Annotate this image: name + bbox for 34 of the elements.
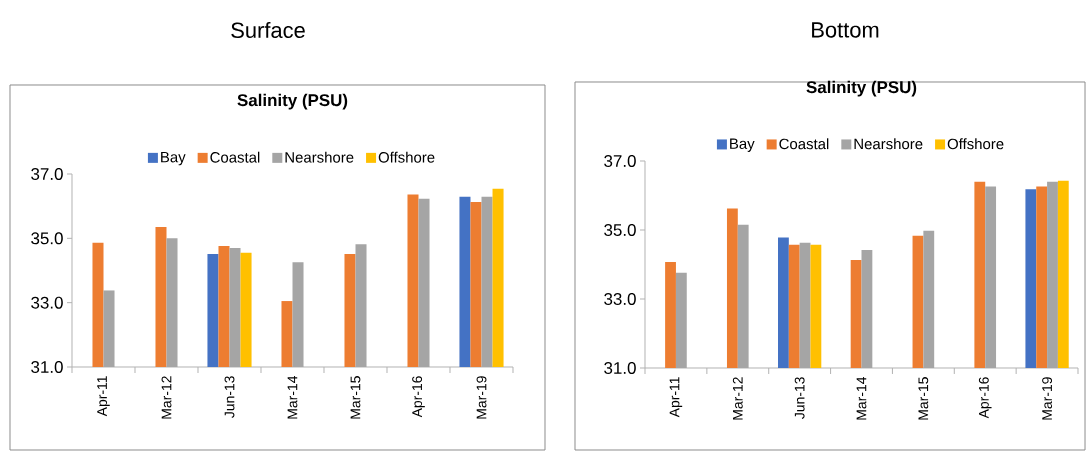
- chart-title: Bottom: [812, 22, 879, 38]
- y-tick-label: 35.0: [31, 232, 63, 245]
- x-tick-label: Jun-13: [794, 377, 805, 419]
- x-tick-label: Mar-12: [732, 377, 743, 420]
- x-tick-label: Mar-19: [1042, 377, 1053, 420]
- x-tick-label: Apr-11: [669, 377, 683, 418]
- chart-subtitle: Salinity (PSU): [237, 93, 348, 110]
- x-tick-label: Mar-14: [287, 375, 298, 419]
- x-tick-label: Jun-13: [224, 376, 235, 418]
- x-tick-label: Mar-19: [476, 376, 487, 419]
- chart-title: Surface: [231, 21, 305, 39]
- chart-subtitle: Salinity (PSU): [806, 80, 917, 97]
- y-tick-label: 31.0: [604, 362, 636, 374]
- legend-label: Nearshore: [854, 138, 923, 150]
- x-tick-label: Mar-15: [918, 377, 929, 420]
- legend-label: Nearshore: [285, 151, 354, 163]
- legend-label: Offshore: [378, 151, 435, 163]
- y-tick-label: 37.0: [604, 155, 636, 167]
- legend-label: Coastal: [210, 151, 260, 163]
- legend-label: Coastal: [779, 138, 829, 150]
- x-tick-label: Apr-16: [412, 376, 425, 418]
- y-tick-label: 33.0: [604, 293, 636, 305]
- x-tick-label: Mar-14: [856, 376, 867, 420]
- y-tick-label: 37.0: [31, 168, 63, 181]
- x-tick-label: Mar-15: [350, 376, 361, 419]
- y-tick-label: 33.0: [31, 296, 63, 309]
- x-tick-label: Apr-16: [978, 377, 992, 419]
- x-tick-label: Apr-11: [97, 376, 110, 417]
- y-tick-label: 31.0: [31, 361, 63, 373]
- legend-label: Bay: [161, 151, 186, 166]
- y-tick-label: 35.0: [604, 224, 636, 236]
- legend-label: Bay: [730, 138, 755, 152]
- x-tick-label: Mar-12: [161, 376, 172, 419]
- legend-label: Offshore: [947, 138, 1004, 150]
